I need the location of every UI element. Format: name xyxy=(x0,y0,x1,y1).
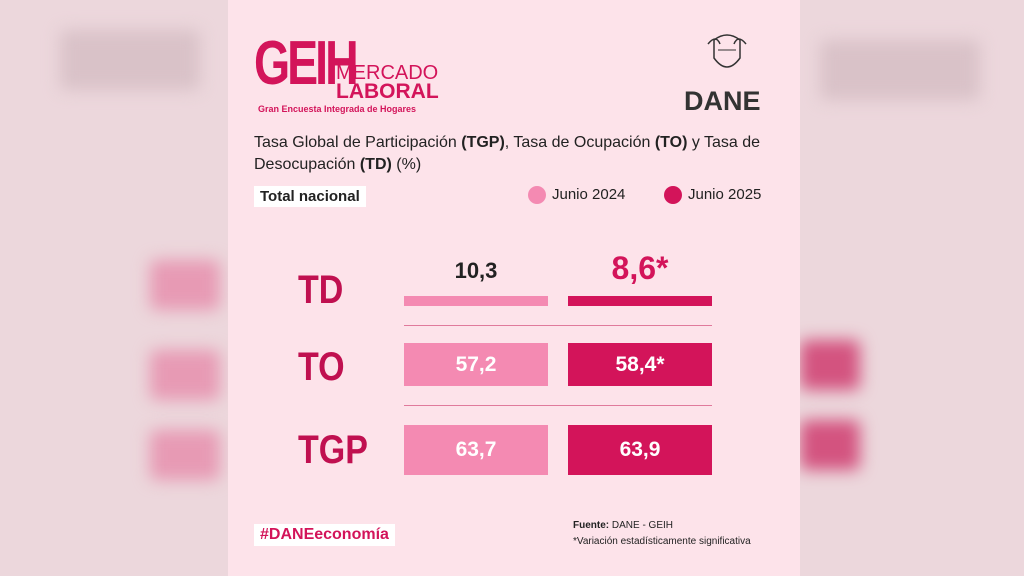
title-part: Tasa Global de Participación xyxy=(254,134,462,151)
title-part: (TD) xyxy=(359,156,392,173)
logo-main: GEIH xyxy=(254,29,359,98)
logo-line: MERCADO xyxy=(336,62,439,84)
scope: Total nacional xyxy=(254,186,366,207)
legend-label: Junio 2024 xyxy=(552,186,626,203)
value-label: 8,6* xyxy=(611,250,669,286)
blurred-side xyxy=(0,0,228,576)
title-part: (TGP) xyxy=(461,134,505,151)
infographic: GEIH MERCADO LABORAL Gran Encuesta Integ… xyxy=(228,0,800,576)
row-label: TO xyxy=(298,345,345,389)
bar xyxy=(404,296,548,306)
row-label: TGP xyxy=(298,428,368,472)
bar xyxy=(404,425,548,475)
legend-swatch xyxy=(664,186,682,204)
title-part: (TO) xyxy=(654,134,688,151)
value-label: 10,3 xyxy=(454,258,498,283)
title: Tasa Global de Participación (TGP), Tasa… xyxy=(254,132,774,176)
value-label: 57,2 xyxy=(455,352,497,376)
hashtag: #DANEeconomía xyxy=(254,524,395,546)
separator xyxy=(404,405,712,406)
bar xyxy=(568,343,712,386)
title-part: , Tasa de Ocupación xyxy=(504,134,655,151)
note: *Variación estadísticamente significativ… xyxy=(573,536,751,547)
row-label: TD xyxy=(298,268,344,312)
value-label: 63,9 xyxy=(619,438,661,461)
separator xyxy=(404,325,712,326)
source-text: DANE - GEIH xyxy=(611,520,674,531)
value-label: 58,4* xyxy=(615,352,665,376)
legend-label: Junio 2025 xyxy=(688,186,762,203)
agency: DANE xyxy=(684,86,761,116)
bar xyxy=(568,425,712,475)
legend-swatch xyxy=(528,186,546,204)
logo-subtitle: Gran Encuesta Integrada de Hogares xyxy=(258,104,417,114)
blurred-side xyxy=(800,0,1024,576)
bar xyxy=(568,296,712,306)
value-label: 63,7 xyxy=(455,438,497,461)
logo-line: LABORAL xyxy=(336,80,439,103)
source: Fuente: DANE - GEIH xyxy=(573,520,673,531)
title-part: y Tasa de Desocupación xyxy=(254,134,761,173)
title-part: (%) xyxy=(391,156,422,173)
bar xyxy=(404,343,548,386)
crest-icon xyxy=(707,34,747,68)
source-label: Fuente: xyxy=(573,520,610,531)
